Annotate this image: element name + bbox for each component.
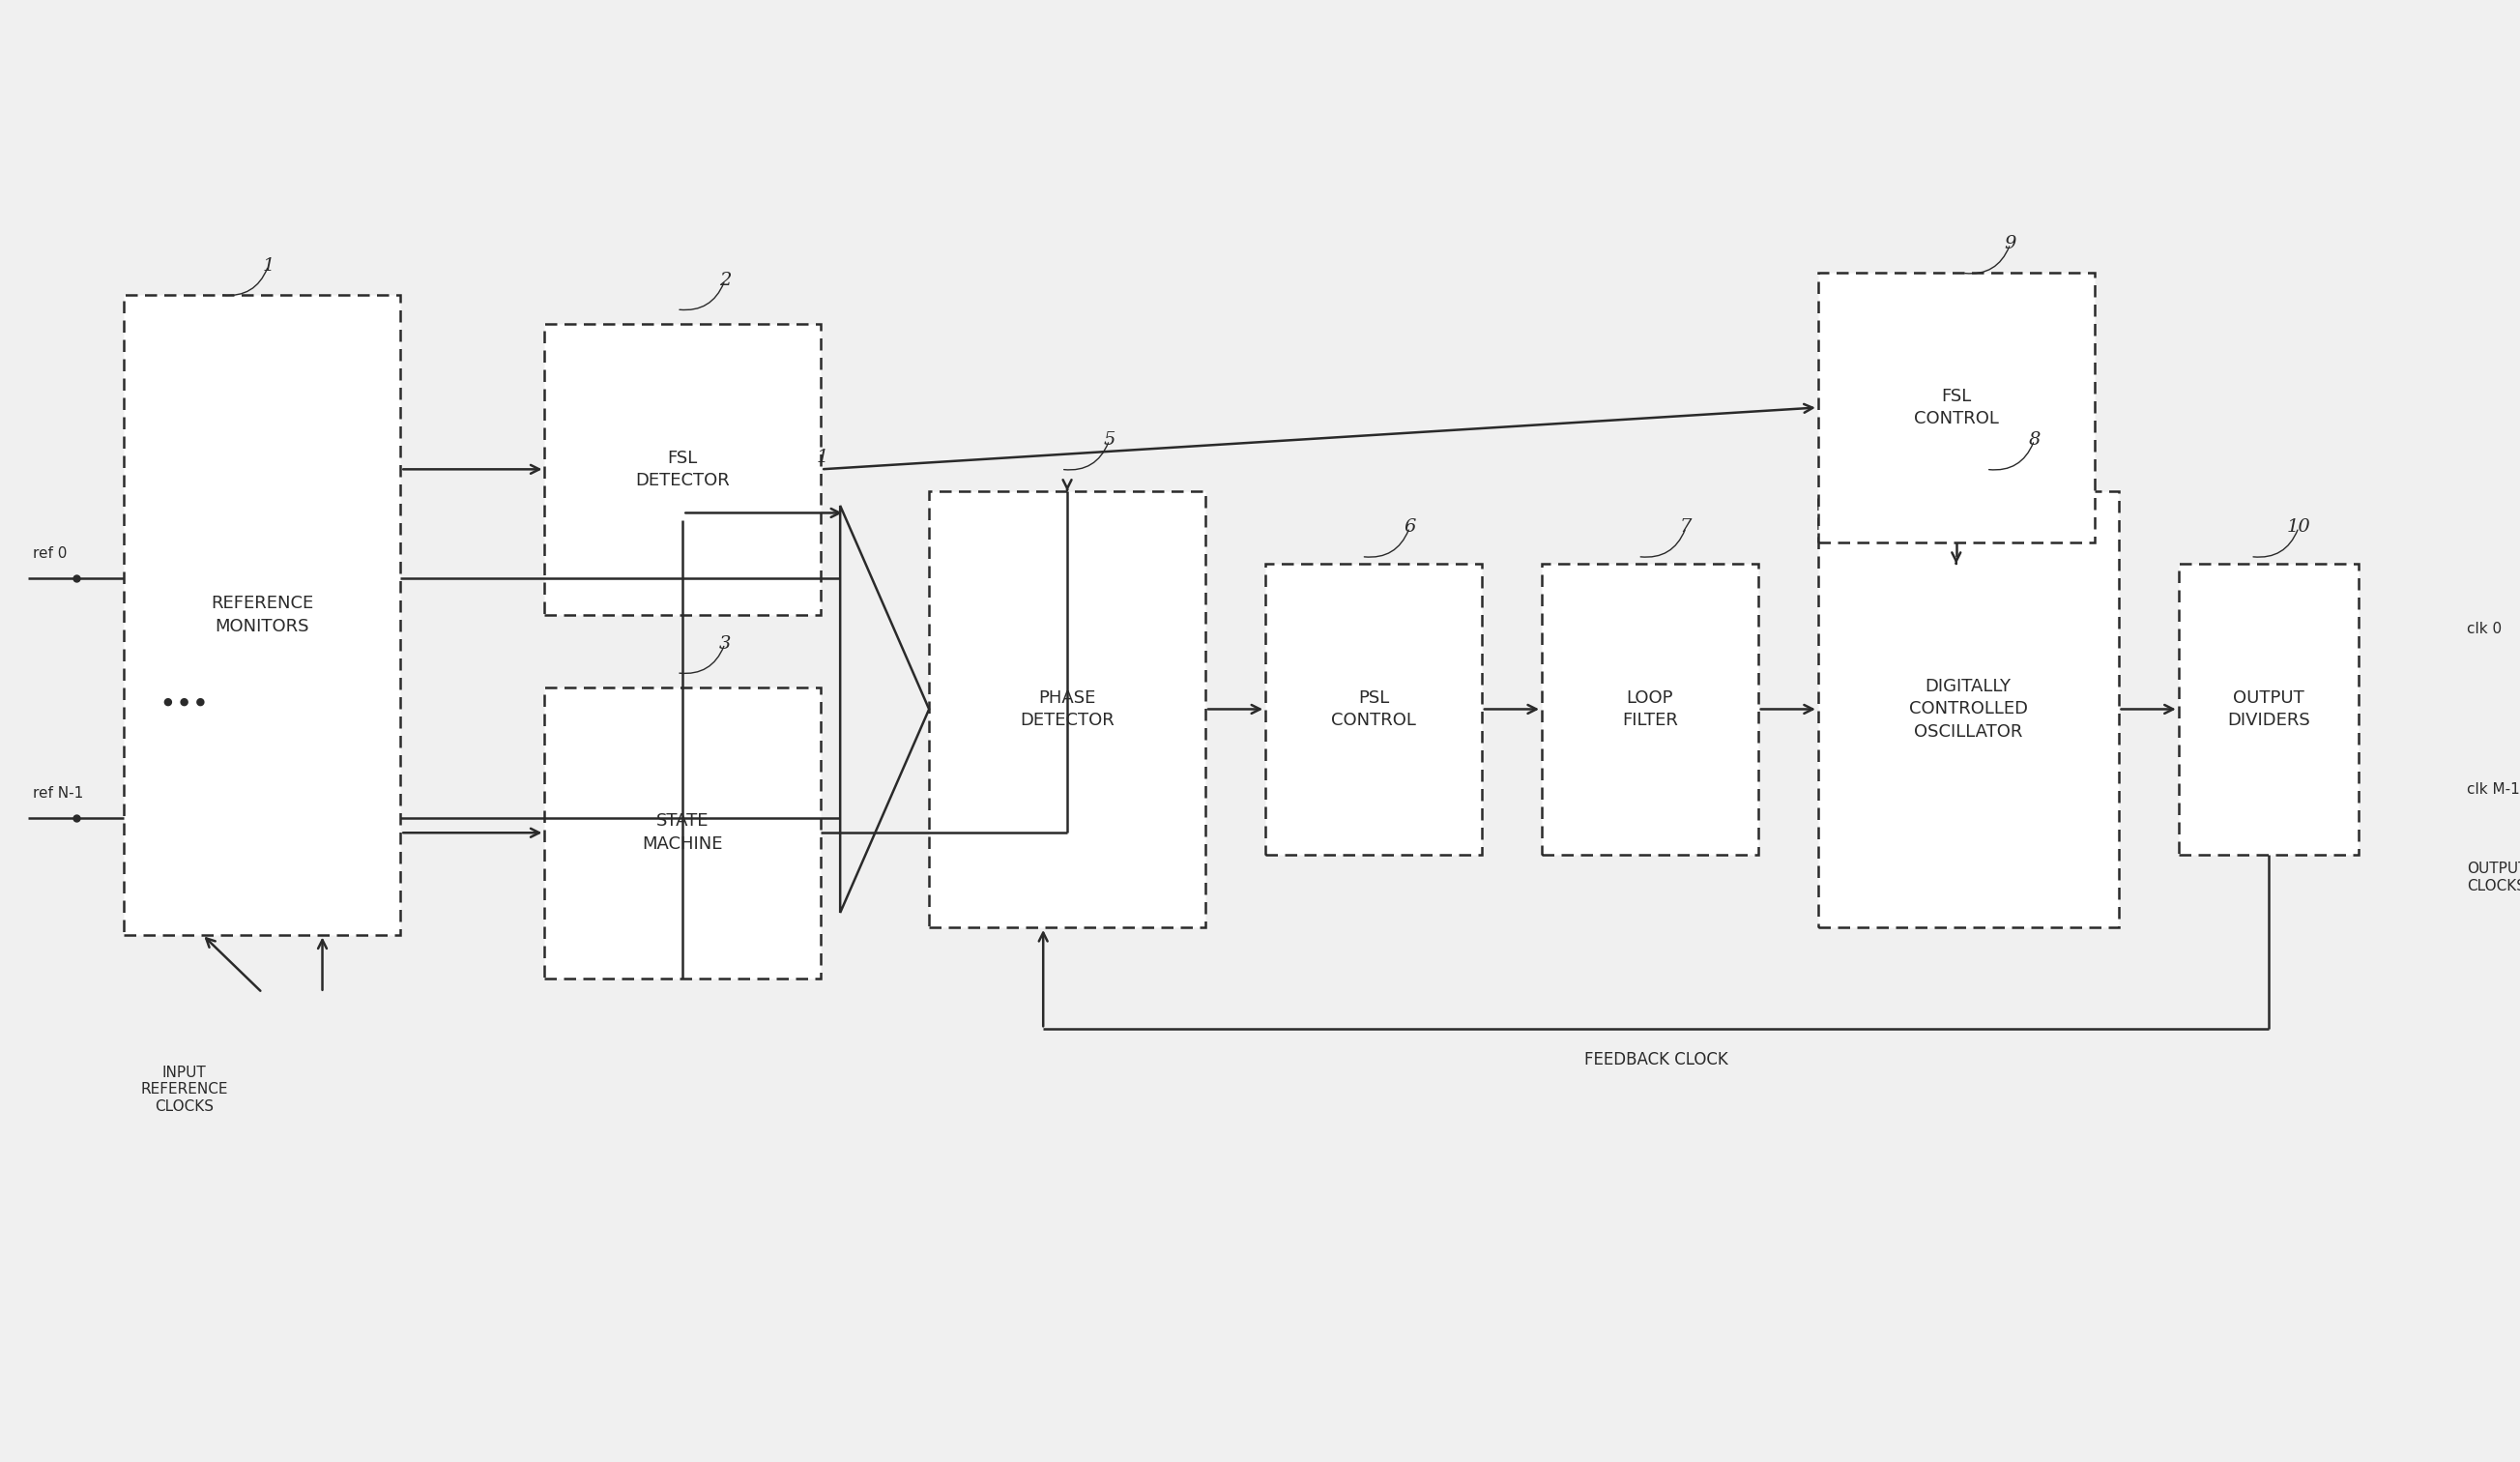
Bar (1817, 273, 2094, 542)
Text: 3: 3 (718, 635, 731, 652)
Bar (1265, 564, 1482, 855)
Text: ref 0: ref 0 (33, 547, 68, 561)
Text: 1: 1 (262, 257, 275, 275)
Text: FEEDBACK CLOCK: FEEDBACK CLOCK (1585, 1051, 1729, 1069)
Bar (2177, 564, 2359, 855)
Text: clk 0: clk 0 (2467, 621, 2502, 636)
Bar (123, 295, 401, 934)
Text: REFERENCE
MONITORS: REFERENCE MONITORS (212, 595, 312, 635)
Text: OUTPUT
CLOCKS: OUTPUT CLOCKS (2467, 863, 2520, 893)
Bar (544, 325, 822, 614)
Bar (1542, 564, 1759, 855)
Text: OUTPUT
DIVIDERS: OUTPUT DIVIDERS (2228, 689, 2311, 730)
Text: ●  ●  ●: ● ● ● (164, 697, 204, 706)
Text: 7: 7 (1681, 519, 1691, 537)
Bar (544, 687, 822, 978)
Text: ref N-1: ref N-1 (33, 787, 83, 801)
Text: 9: 9 (2003, 235, 2016, 253)
Text: FSL
DETECTOR: FSL DETECTOR (635, 449, 731, 490)
Bar (1817, 491, 2119, 927)
Text: INPUT
REFERENCE
CLOCKS: INPUT REFERENCE CLOCKS (141, 1066, 227, 1114)
Text: PSL
CONTROL: PSL CONTROL (1331, 689, 1416, 730)
Text: 6: 6 (1404, 519, 1416, 537)
Text: 2: 2 (718, 272, 731, 289)
Text: STATE
MACHINE: STATE MACHINE (643, 813, 723, 852)
Text: 10: 10 (2286, 519, 2311, 537)
Text: 5: 5 (1104, 431, 1116, 449)
Text: DIGITALLY
CONTROLLED
OSCILLATOR: DIGITALLY CONTROLLED OSCILLATOR (1908, 678, 2029, 741)
Text: clk M-1: clk M-1 (2467, 782, 2520, 797)
Text: PHASE
DETECTOR: PHASE DETECTOR (1021, 689, 1114, 730)
Bar (930, 491, 1205, 927)
Text: 1: 1 (816, 449, 829, 466)
Text: LOOP
FILTER: LOOP FILTER (1623, 689, 1678, 730)
Text: 8: 8 (2029, 431, 2041, 449)
Text: FSL
CONTROL: FSL CONTROL (1913, 387, 1998, 427)
